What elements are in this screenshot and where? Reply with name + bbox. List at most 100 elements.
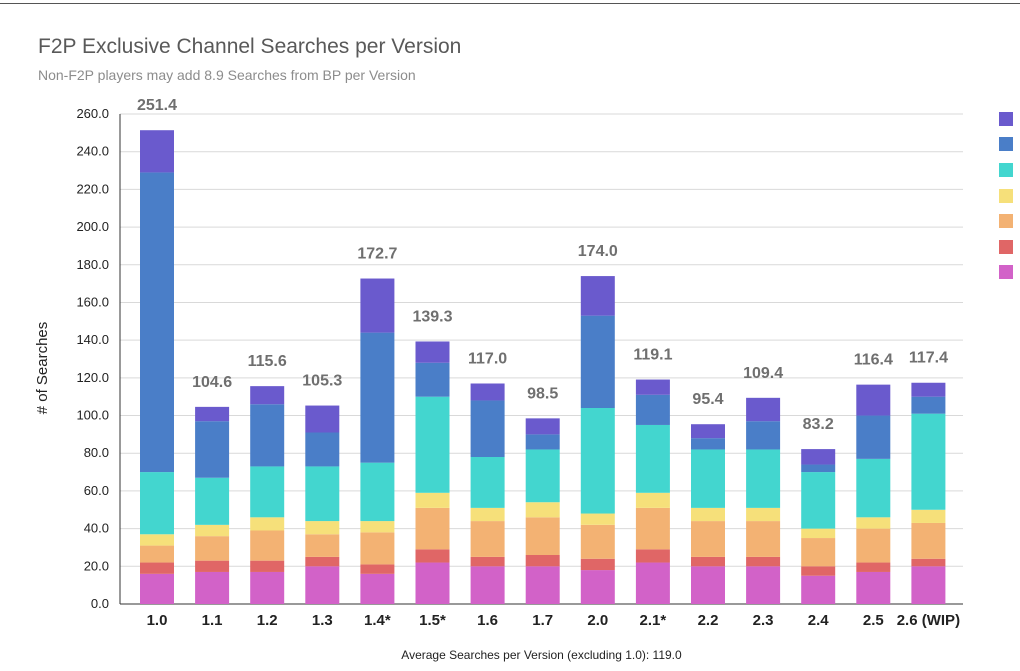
y-tick-label: 260.0 xyxy=(76,106,109,121)
bar-segment xyxy=(470,566,505,604)
bar-segment xyxy=(746,421,781,450)
legend-swatch xyxy=(999,188,1013,203)
bar-segment xyxy=(305,556,340,567)
bar-segment xyxy=(305,432,340,467)
bar-segment xyxy=(691,507,725,522)
bar-segment xyxy=(746,521,781,557)
bar-segment xyxy=(250,517,285,531)
legend-item xyxy=(999,132,1017,158)
bar-segment xyxy=(580,276,615,316)
bar-segment xyxy=(140,534,174,546)
y-tick-label: 120.0 xyxy=(76,370,109,385)
x-tick-label: 2.3 xyxy=(753,612,774,629)
bar-segment xyxy=(856,458,891,518)
bar-segment xyxy=(525,502,560,518)
bar-segment xyxy=(580,558,615,571)
bar-segment xyxy=(470,457,505,508)
legend-item xyxy=(999,157,1017,183)
bar-segment xyxy=(801,538,836,567)
bar-segment xyxy=(635,492,670,508)
legend-item xyxy=(999,208,1017,234)
bar-segment xyxy=(360,532,395,565)
bar-segment xyxy=(580,513,615,525)
bar-segment xyxy=(746,556,781,567)
bar-segment xyxy=(415,396,450,493)
bar-segment xyxy=(801,528,836,539)
bar-segment xyxy=(635,424,670,493)
total-label: 172.7 xyxy=(357,246,397,263)
bar-segment xyxy=(415,507,450,550)
bar-segment xyxy=(746,397,781,422)
bar-segment xyxy=(140,172,174,473)
bar-segment xyxy=(691,424,725,439)
bar-segment xyxy=(470,521,505,557)
legend-swatch xyxy=(999,162,1013,177)
bar-segment xyxy=(305,405,340,433)
y-axis-label: # of Searches xyxy=(34,322,51,415)
bar-segment xyxy=(580,315,615,408)
y-tick-label: 200.0 xyxy=(76,219,109,234)
chart-subtitle: Non-F2P players may add 8.9 Searches fro… xyxy=(38,67,416,83)
legend-item xyxy=(999,183,1017,209)
bar-segment xyxy=(635,379,670,395)
x-tick-label: 1.1 xyxy=(202,612,223,629)
total-label: 117.0 xyxy=(468,351,507,368)
bar-segment xyxy=(525,517,560,555)
bar-segment xyxy=(250,466,285,518)
x-tick-label: 2.0 xyxy=(587,612,608,629)
bar-segment xyxy=(140,545,174,563)
bar-segment xyxy=(195,421,230,478)
chart-title: F2P Exclusive Channel Searches per Versi… xyxy=(38,35,462,58)
x-tick-label: 2.4 xyxy=(808,612,830,629)
bar-segments xyxy=(140,130,946,604)
bar-segment xyxy=(195,524,230,537)
legend-item xyxy=(999,106,1017,132)
bar-segment xyxy=(360,332,395,463)
bar-segment xyxy=(360,462,395,522)
total-label: 105.3 xyxy=(302,373,342,390)
y-tick-label: 40.0 xyxy=(84,521,109,536)
bar-segment xyxy=(470,556,505,567)
legend xyxy=(999,106,1017,285)
total-label: 109.4 xyxy=(743,365,783,382)
chart-footnote: Average Searches per Version (excluding … xyxy=(401,648,682,662)
legend-swatch xyxy=(999,265,1013,280)
legend-swatch xyxy=(999,137,1013,152)
bar-segment xyxy=(195,571,230,604)
bar-segment xyxy=(801,472,836,529)
bar-segment xyxy=(305,521,340,535)
bar-segment xyxy=(415,549,450,563)
total-label: 119.1 xyxy=(633,347,672,364)
legend-swatch xyxy=(999,214,1013,229)
bar-segment xyxy=(470,400,505,457)
bar-segment xyxy=(635,562,670,604)
bar-segment xyxy=(635,507,670,550)
bar-segment xyxy=(470,507,505,522)
bar-segment xyxy=(911,558,946,567)
total-label: 95.4 xyxy=(692,391,723,408)
x-axis-ticks: 1.0 1.1 1.2 1.3 1.4* 1.5* 1.6 1.7 2.0 2.1* 2.2 2.3 2… xyxy=(147,612,961,629)
y-axis-ticks: 0.0 20.0 40.0 60.0 80.0 100.0 120.0 140.0 160.0 1… xyxy=(76,106,109,611)
bar-segment xyxy=(250,560,285,572)
bar-segment xyxy=(250,530,285,561)
bar-segment xyxy=(470,383,505,401)
total-labels: 251.4 104.6 115.6 105.3 172.7 139.3 117.0 98.5 1… xyxy=(137,97,948,433)
total-label: 116.4 xyxy=(854,352,893,369)
y-tick-label: 140.0 xyxy=(76,332,109,347)
bar-segment xyxy=(691,521,725,557)
bar-segment xyxy=(360,564,395,574)
bar-segment xyxy=(525,418,560,435)
total-label: 115.6 xyxy=(248,353,287,370)
y-tick-label: 240.0 xyxy=(76,144,109,159)
bar-segment xyxy=(360,521,395,533)
bar-segment xyxy=(525,566,560,604)
bar-segment xyxy=(580,408,615,514)
x-tick-label: 2.2 xyxy=(698,612,719,629)
bar-segment xyxy=(691,438,725,450)
x-tick-label: 1.4* xyxy=(364,612,391,629)
bar-segment xyxy=(250,571,285,604)
bar-segment xyxy=(691,556,725,567)
total-label: 139.3 xyxy=(412,308,452,325)
bar-segment xyxy=(856,384,891,416)
x-tick-label: 1.0 xyxy=(147,612,168,629)
